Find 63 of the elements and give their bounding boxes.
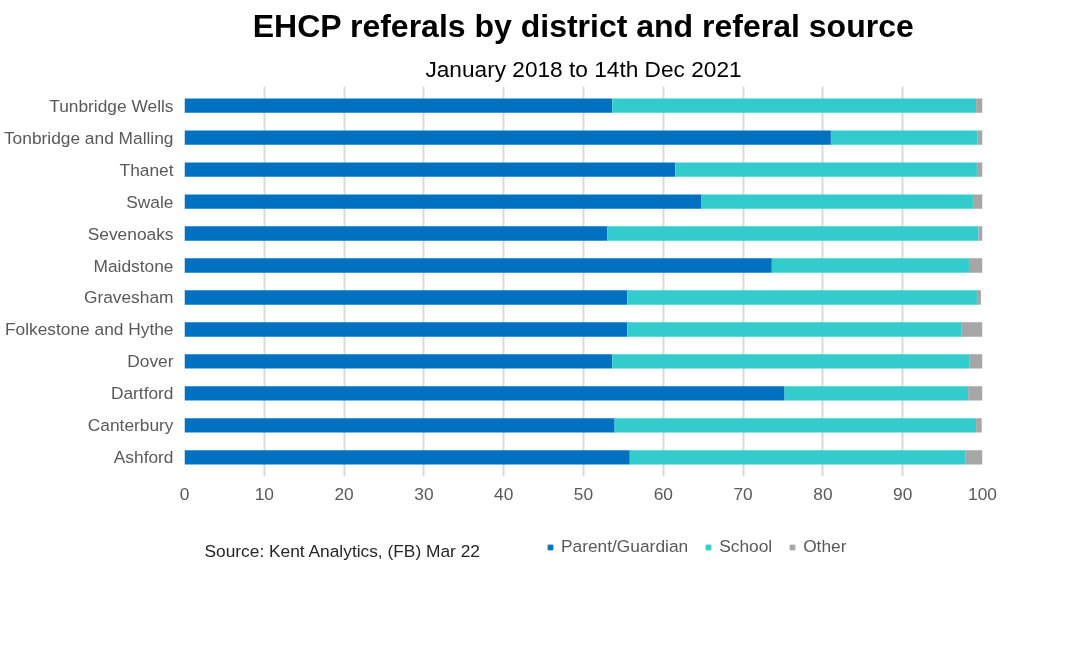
bar	[675, 162, 977, 177]
bar	[184, 98, 613, 113]
x-tick-label: 20	[334, 483, 354, 504]
bar	[968, 258, 983, 273]
bar	[784, 386, 969, 401]
y-tick-label: Tonbridge and Malling	[3, 127, 174, 148]
bar	[607, 226, 979, 241]
bar	[614, 418, 977, 433]
y-tick-label: Canterbury	[87, 415, 174, 436]
bar	[184, 258, 772, 273]
bar	[830, 130, 978, 145]
bar	[184, 162, 676, 177]
bar	[968, 386, 983, 401]
bar	[961, 322, 983, 337]
bar	[612, 98, 977, 113]
x-tick-label: 60	[653, 483, 673, 504]
y-tick-label: Sevenoaks	[87, 223, 174, 244]
bar	[976, 418, 982, 433]
x-tick-label: 50	[573, 483, 594, 504]
y-tick-label: Maidstone	[93, 255, 174, 276]
y-tick-label: Tunbridge Wells	[49, 95, 174, 116]
x-tick-label: 30	[414, 483, 434, 504]
x-tick-label: 10	[254, 483, 274, 504]
bar	[976, 290, 981, 305]
x-tick-label: 100	[968, 483, 997, 504]
bar	[976, 162, 983, 177]
bar	[965, 450, 983, 465]
bar	[976, 98, 983, 113]
bar	[184, 418, 615, 433]
y-tick-label: Dartford	[110, 383, 174, 404]
y-tick-label: Gravesham	[83, 287, 174, 308]
bar	[184, 130, 831, 145]
bar	[972, 194, 983, 209]
y-tick-label: Thanet	[119, 159, 174, 180]
bar	[627, 322, 962, 337]
chart-subtitle: January 2018 to 14th Dec 2021	[425, 55, 742, 82]
legend-label: Parent/Guardian	[561, 536, 689, 557]
chart-title: EHCP referals by district and referal source	[252, 7, 914, 44]
legend-label: School	[719, 536, 773, 557]
x-tick-label: 0	[179, 483, 190, 504]
bar	[184, 322, 628, 337]
bar	[629, 450, 966, 465]
bar	[184, 226, 608, 241]
bar	[969, 354, 983, 369]
x-tick-label: 90	[893, 483, 913, 504]
bar	[701, 194, 973, 209]
source-note: Source: Kent Analytics, (FB) Mar 22	[204, 540, 480, 561]
bar	[184, 290, 628, 305]
bar	[627, 290, 977, 305]
x-tick-label: 80	[813, 483, 833, 504]
bar	[184, 386, 785, 401]
legend-label: Other	[803, 536, 847, 557]
y-tick-label: Dover	[127, 351, 174, 372]
y-tick-label: Swale	[126, 191, 174, 212]
bar	[184, 194, 702, 209]
x-tick-label: 70	[733, 483, 753, 504]
bar	[184, 450, 630, 465]
bar	[771, 258, 969, 273]
bar	[612, 354, 970, 369]
y-tick-label: Ashford	[113, 447, 174, 468]
bar	[184, 354, 613, 369]
x-tick-label: 40	[494, 483, 514, 504]
y-tick-label: Folkestone and Hythe	[4, 319, 174, 340]
